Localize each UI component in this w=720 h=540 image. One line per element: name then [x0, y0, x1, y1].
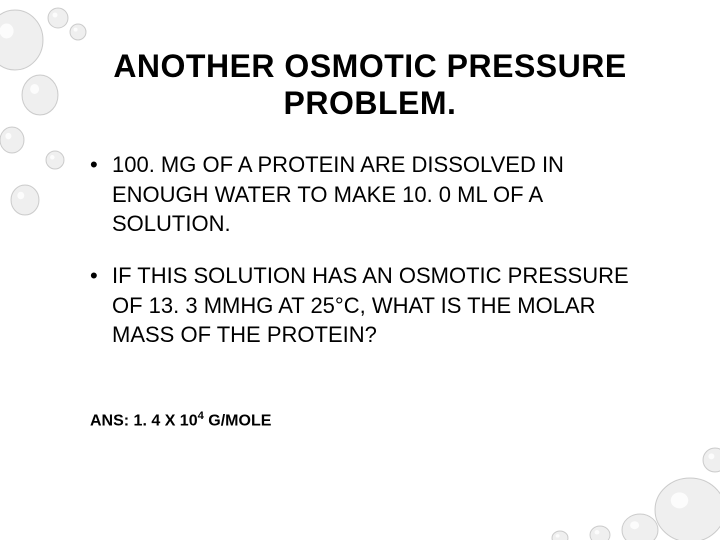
answer-suffix: G/MOLE — [204, 412, 272, 429]
title-line-1: ANOTHER OSMOTIC PRESSURE — [113, 48, 626, 84]
bullet-text: 100. MG OF A PROTEIN ARE DISSOLVED IN EN… — [112, 152, 564, 236]
slide-title: ANOTHER OSMOTIC PRESSURE PROBLEM. — [90, 48, 650, 122]
slide-content: ANOTHER OSMOTIC PRESSURE PROBLEM. 100. M… — [0, 0, 720, 430]
bullet-item: 100. MG OF A PROTEIN ARE DISSOLVED IN EN… — [90, 150, 650, 239]
answer-line: ANS: 1. 4 X 104 G/MOLE — [90, 410, 650, 430]
bullet-item: IF THIS SOLUTION HAS AN OSMOTIC PRESSURE… — [90, 261, 650, 350]
bullet-list: 100. MG OF A PROTEIN ARE DISSOLVED IN EN… — [90, 150, 650, 350]
bullet-text: IF THIS SOLUTION HAS AN OSMOTIC PRESSURE… — [112, 263, 629, 347]
answer-prefix: ANS: 1. 4 X 10 — [90, 412, 198, 429]
title-line-2: PROBLEM. — [284, 85, 457, 121]
